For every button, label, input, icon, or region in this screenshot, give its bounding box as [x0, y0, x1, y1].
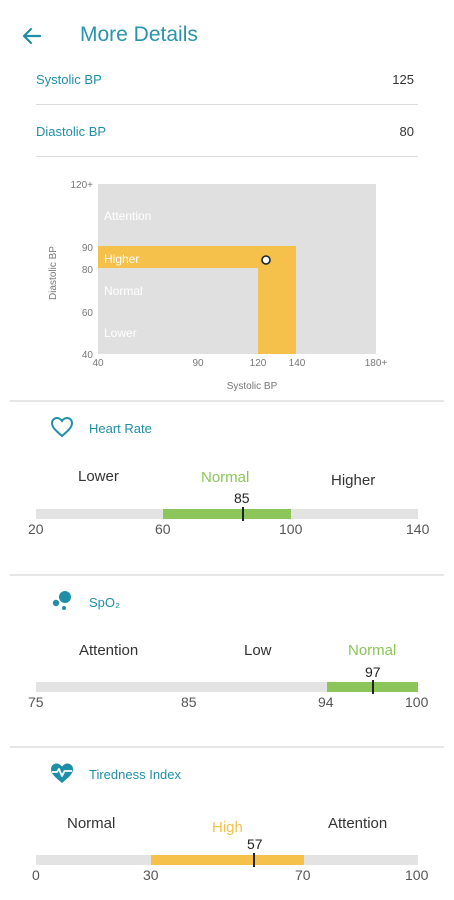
- hr-normal-range: [163, 509, 291, 519]
- heart-rate-title: Heart Rate: [89, 421, 152, 436]
- hr-tick: 100: [279, 521, 303, 537]
- hr-tick: 20: [28, 521, 44, 537]
- tired-tick: 30: [143, 867, 159, 883]
- spo2-track: [36, 682, 418, 692]
- tiredness-title: Tiredness Index: [89, 767, 182, 782]
- tired-zone-attention: Attention: [328, 815, 388, 832]
- section-divider: [10, 746, 444, 748]
- heart-rate-icon-wrap: [50, 416, 74, 443]
- diastolic-label: Diastolic BP: [36, 124, 107, 139]
- spo2-zone-attention: Attention: [79, 642, 139, 659]
- x-tick-label: 180+: [365, 358, 388, 369]
- tiredness-icon-wrap: [49, 762, 75, 789]
- spo2-tick: 94: [318, 694, 334, 710]
- zone-label-normal: Normal: [104, 284, 143, 298]
- spo2-zone-normal: Normal: [348, 642, 397, 659]
- spo2-zone-low: Low: [244, 642, 272, 659]
- heart-pulse-icon: [51, 763, 73, 783]
- section-divider: [10, 574, 444, 576]
- chart-plot-area: [98, 184, 376, 354]
- section-divider: [10, 400, 444, 402]
- y-tick-label: 80: [82, 265, 94, 276]
- tired-zone-high: High: [212, 819, 243, 836]
- y-tick-label: 120+: [70, 180, 93, 191]
- y-tick-label: 40: [82, 350, 94, 361]
- tired-tick: 70: [295, 867, 311, 883]
- x-tick-label: 120: [250, 358, 267, 369]
- hr-zone-normal: Normal: [201, 469, 250, 486]
- diastolic-value: 80: [399, 124, 414, 139]
- hr-zone-lower: Lower: [78, 468, 119, 485]
- tired-marker: [253, 853, 255, 867]
- spo2-title: SpO₂: [89, 595, 121, 610]
- spo2-value: 97: [365, 664, 381, 680]
- back-button[interactable]: [18, 22, 46, 50]
- spo2-marker: [372, 680, 374, 694]
- heart-outline-icon: [50, 416, 74, 438]
- hr-zone-higher: Higher: [331, 472, 376, 489]
- spo2-tick: 100: [405, 694, 429, 710]
- x-tick-label: 140: [289, 358, 306, 369]
- x-axis-title: Systolic BP: [227, 381, 278, 392]
- bp-chart: Attention Higher Normal Lower 120+ 90 80…: [48, 180, 388, 392]
- bp-data-point: [261, 255, 271, 265]
- tired-tick: 100: [405, 867, 429, 883]
- x-tick-label: 90: [192, 358, 204, 369]
- spo2-tick: 75: [28, 694, 44, 710]
- divider: [36, 104, 418, 105]
- hr-tick: 140: [406, 521, 430, 537]
- tired-zone-normal: Normal: [67, 815, 116, 832]
- hr-value: 85: [234, 490, 250, 506]
- y-tick-label: 60: [82, 308, 94, 319]
- spo2-tick: 85: [181, 694, 197, 710]
- arrow-left-icon: [22, 27, 42, 45]
- zone-label-lower: Lower: [104, 326, 137, 340]
- tired-high-range: [151, 855, 304, 865]
- hr-tick: 60: [155, 521, 171, 537]
- hr-marker: [242, 507, 244, 521]
- zone-higher-horizontal: [98, 246, 296, 268]
- y-axis-title: Diastolic BP: [48, 246, 59, 300]
- zone-label-attention: Attention: [104, 209, 151, 223]
- y-tick-label: 90: [82, 243, 94, 254]
- systolic-value: 125: [392, 72, 414, 87]
- tired-value: 57: [247, 836, 263, 852]
- spo2-icon-wrap: [50, 589, 74, 616]
- x-tick-label: 40: [92, 358, 104, 369]
- oxygen-bubbles-icon: [52, 591, 71, 610]
- divider: [36, 156, 418, 157]
- tired-tick: 0: [32, 867, 40, 883]
- zone-label-higher: Higher: [104, 252, 139, 266]
- systolic-label: Systolic BP: [36, 72, 102, 87]
- page-title: More Details: [80, 23, 198, 46]
